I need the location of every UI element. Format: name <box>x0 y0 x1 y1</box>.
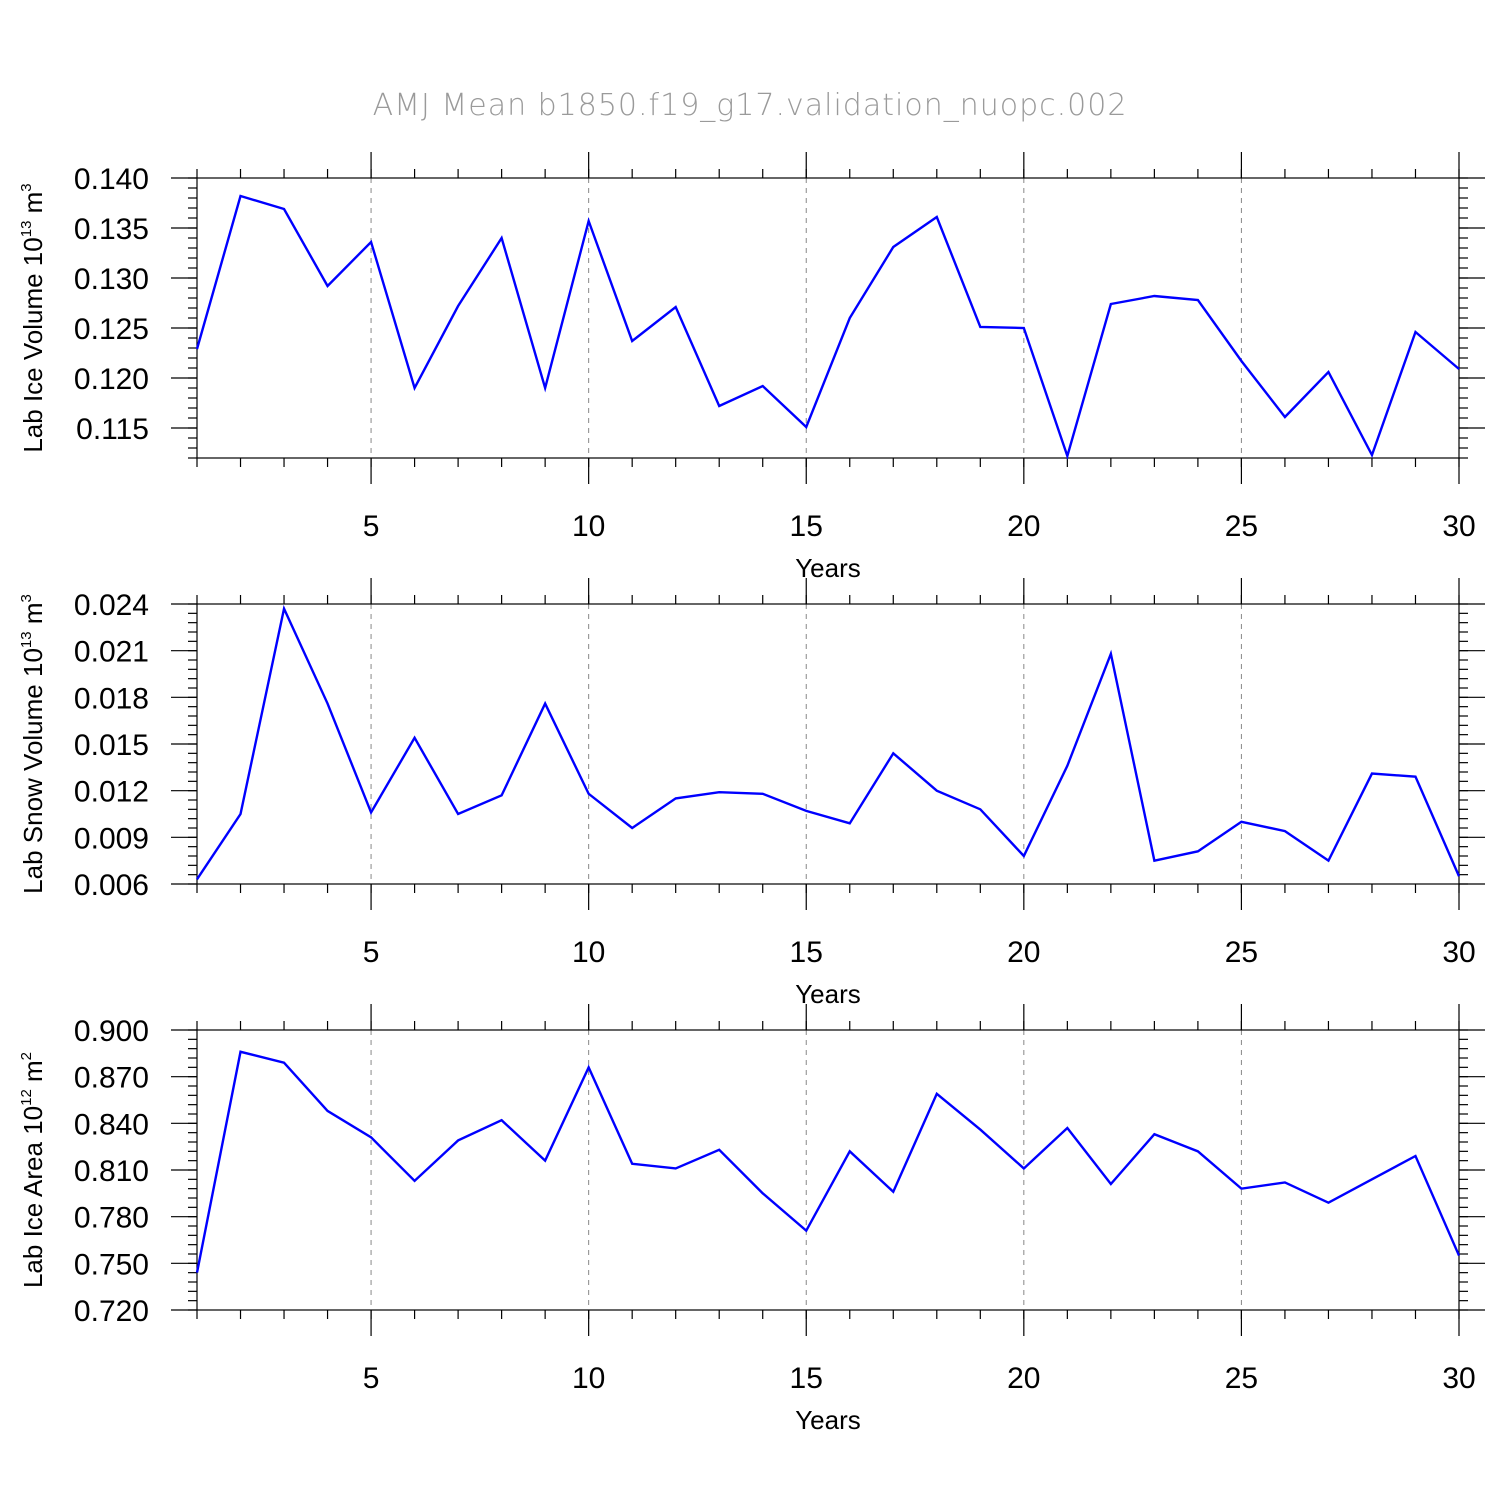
series-line-2 <box>196 604 1461 880</box>
y-tick-label: 0.006 <box>74 869 149 902</box>
y-tick-label: 0.780 <box>74 1202 149 1235</box>
y-tick-label: 0.125 <box>74 313 149 346</box>
y-tick-label: 0.140 <box>74 163 149 196</box>
x-tick-label: 25 <box>1225 936 1258 969</box>
x-tick-label: 30 <box>1442 510 1475 543</box>
x-tick-label: 30 <box>1442 1362 1475 1395</box>
x-tick-label: 15 <box>790 936 823 969</box>
plot-frame <box>196 177 1460 459</box>
y-tick-label: 0.015 <box>74 729 149 762</box>
x-tick-label: 25 <box>1225 510 1258 543</box>
y-tick-label: 0.021 <box>74 636 149 669</box>
plot-frame <box>196 1029 1460 1311</box>
x-tick-label: 5 <box>363 1362 380 1395</box>
y-tick-label: 0.720 <box>74 1295 149 1328</box>
x-tick-label: 30 <box>1442 936 1475 969</box>
y-tick-label: 0.120 <box>74 363 149 396</box>
y-tick-label: 0.870 <box>74 1062 149 1095</box>
y-tick-label: 0.018 <box>74 682 149 715</box>
x-tick-label: 5 <box>363 510 380 543</box>
x-tick-label: 5 <box>363 936 380 969</box>
x-tick-label: 20 <box>1007 936 1040 969</box>
x-axis-label: Years <box>795 1405 861 1435</box>
y-axis-label: Lab Snow Volume 1013 m3 <box>18 594 48 894</box>
x-tick-label: 15 <box>790 510 823 543</box>
y-tick-label: 0.840 <box>74 1108 149 1141</box>
x-axis-label: Years <box>795 553 861 583</box>
y-axis-label: Lab Ice Volume 1013 m3 <box>18 183 48 452</box>
x-tick-label: 10 <box>572 936 605 969</box>
x-axis-label: Years <box>795 979 861 1009</box>
x-tick-label: 20 <box>1007 510 1040 543</box>
panel-2: 5 10 15 20 25 30 0.006 0.009 0.012 0.015 0.018 0.02… <box>18 578 1485 1009</box>
x-tick-label: 15 <box>790 1362 823 1395</box>
panels: 5 10 15 20 25 30 0.115 0.120 0.125 0.130 0.135 0.14… <box>18 152 1485 1435</box>
y-tick-label: 0.024 <box>74 589 149 622</box>
x-tick-label: 10 <box>572 510 605 543</box>
y-tick-label: 0.130 <box>74 263 149 296</box>
x-tick-label: 25 <box>1225 1362 1258 1395</box>
y-axis-label: Lab Ice Area 1012 m2 <box>18 1052 48 1288</box>
y-tick-label: 0.810 <box>74 1155 149 1188</box>
y-tick-label: 0.135 <box>74 213 149 246</box>
panel-1: 5 10 15 20 25 30 0.115 0.120 0.125 0.130 0.135 0.14… <box>18 152 1485 583</box>
y-tick-label: 0.009 <box>74 822 149 855</box>
y-tick-label: 0.012 <box>74 776 149 809</box>
y-tick-label: 0.115 <box>76 413 149 446</box>
panel-3: 5 10 15 20 25 30 0.720 0.750 0.780 0.810 0.840 0.87… <box>18 1004 1485 1435</box>
figure-title: AMJ Mean b1850.f19_g17.validation_nuopc.… <box>373 88 1128 123</box>
x-tick-label: 10 <box>572 1362 605 1395</box>
series-line-3 <box>195 1050 1461 1273</box>
y-tick-label: 0.900 <box>74 1015 149 1048</box>
y-tick-label: 0.750 <box>74 1248 149 1281</box>
x-tick-label: 20 <box>1007 1362 1040 1395</box>
series-line-1 <box>195 194 1460 461</box>
plot-frame <box>196 603 1460 885</box>
